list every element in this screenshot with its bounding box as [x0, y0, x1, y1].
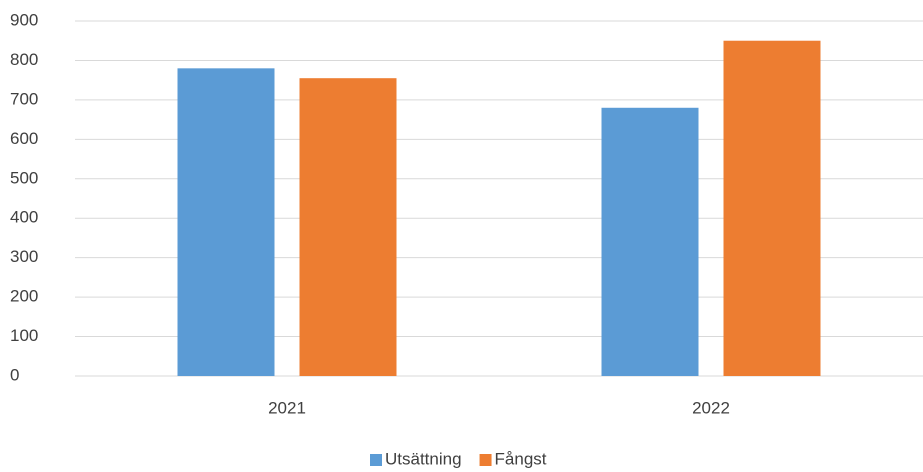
y-tick-label: 500: [10, 168, 38, 187]
bar: [723, 40, 821, 376]
bar: [601, 107, 699, 377]
y-tick-label: 0: [10, 365, 19, 384]
legend-label: Fångst: [495, 449, 547, 468]
y-tick-label: 900: [10, 10, 38, 29]
legend-label: Utsättning: [385, 449, 462, 468]
legend-swatch: [370, 454, 382, 466]
x-tick-label: 2022: [692, 398, 730, 417]
y-tick-label: 600: [10, 129, 38, 148]
y-tick-label: 200: [10, 287, 38, 306]
y-tick-label: 300: [10, 247, 38, 266]
y-tick-label: 700: [10, 89, 38, 108]
bar: [177, 68, 275, 376]
y-tick-label: 800: [10, 50, 38, 69]
y-tick-label: 100: [10, 326, 38, 345]
legend-swatch: [479, 454, 492, 466]
bar: [299, 78, 397, 376]
x-tick-label: 2021: [268, 398, 306, 417]
y-tick-label: 400: [10, 208, 38, 227]
